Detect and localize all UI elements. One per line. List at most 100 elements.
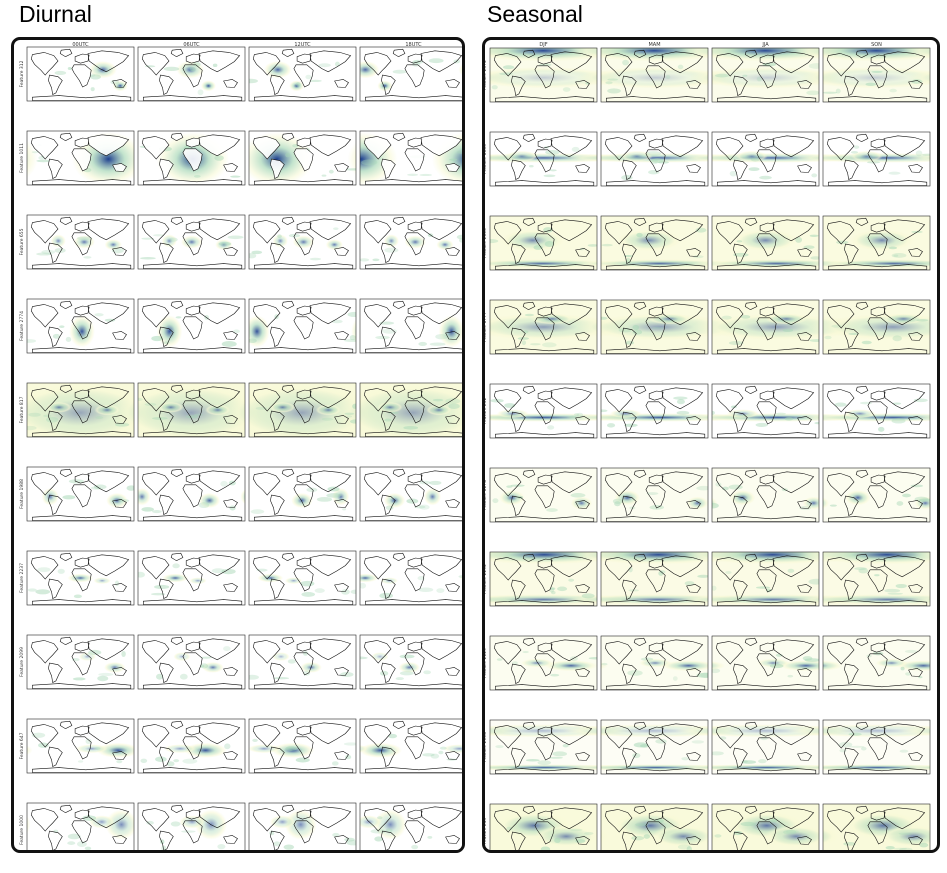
seasonal-map-tile — [712, 804, 819, 850]
seasonal-column-label: MAM — [648, 42, 660, 48]
diurnal-row-label: Feature 2099 — [19, 647, 25, 677]
seasonal-row-label: Feature 1174 — [485, 480, 488, 510]
diurnal-map-tile — [27, 719, 134, 773]
diurnal-map-tile — [249, 215, 356, 269]
diurnal-row-label: Feature 2774 — [19, 311, 25, 341]
seasonal-map-tile — [712, 720, 819, 774]
diurnal-map-tile — [249, 803, 356, 850]
seasonal-map-tile — [712, 216, 819, 270]
seasonal-map-tile — [601, 132, 708, 186]
diurnal-map-tile — [138, 215, 245, 269]
diurnal-column-label: 12UTC — [294, 42, 311, 48]
diurnal-map-tile — [138, 299, 245, 353]
seasonal-map-tile — [601, 468, 708, 522]
diurnal-map-tile — [27, 47, 134, 101]
seasonal-heading: Seasonal — [487, 1, 583, 27]
seasonal-map-tile — [490, 552, 597, 606]
diurnal-map-tile — [249, 47, 356, 101]
diurnal-row-label: Feature 647 — [19, 732, 25, 759]
seasonal-row-label: Feature 2129 — [485, 648, 488, 678]
seasonal-map-tile — [490, 468, 597, 522]
seasonal-row-label: Feature 249 — [485, 817, 488, 844]
seasonal-map-tile — [601, 48, 708, 102]
diurnal-map-tile — [138, 47, 245, 101]
diurnal-map-tile — [360, 467, 462, 521]
seasonal-map-tile — [823, 804, 930, 850]
seasonal-map-tile — [490, 384, 597, 438]
diurnal-map-tile — [138, 803, 245, 850]
seasonal-map-tile — [601, 216, 708, 270]
seasonal-map-tile — [601, 804, 708, 850]
seasonal-column-label: JJA — [761, 42, 769, 48]
seasonal-map-grid: DJF MAM JJA SON Feature 2372 Feature 1653 Feat… — [485, 42, 931, 850]
diurnal-map-tile — [360, 299, 462, 353]
seasonal-map-tile — [601, 384, 708, 438]
seasonal-row-label: Feature 2600 — [485, 228, 488, 258]
seasonal-map-tile — [712, 48, 819, 102]
diurnal-map-tile — [27, 551, 134, 605]
diurnal-column-label: 06UTC — [183, 42, 200, 48]
seasonal-map-tile — [823, 468, 930, 522]
diurnal-map-tile — [27, 383, 134, 437]
seasonal-map-tile — [490, 48, 597, 102]
diurnal-map-tile — [27, 131, 134, 185]
seasonal-map-tile — [823, 384, 930, 438]
diurnal-map-tile — [27, 299, 134, 353]
diurnal-map-tile — [138, 383, 245, 437]
diurnal-map-tile — [138, 551, 245, 605]
diurnal-panel: 00UTC 06UTC 12UTC 18UTC Feature 312 Feature 1… — [11, 37, 465, 853]
seasonal-map-tile — [601, 636, 708, 690]
seasonal-row-label: Feature 232 — [485, 397, 488, 424]
diurnal-map-tile — [138, 635, 245, 689]
seasonal-row-label: Feature 2372 — [485, 60, 488, 90]
seasonal-map-tile — [601, 300, 708, 354]
diurnal-map-tile — [360, 47, 462, 101]
diurnal-map-tile — [360, 215, 462, 269]
seasonal-row-label: Feature 2004 — [485, 732, 488, 762]
seasonal-map-tile — [712, 384, 819, 438]
diurnal-row-label: Feature 1000 — [19, 815, 25, 845]
seasonal-map-tile — [490, 804, 597, 850]
seasonal-map-tile — [823, 48, 930, 102]
diurnal-map-tile — [27, 635, 134, 689]
diurnal-map-tile — [249, 719, 356, 773]
diurnal-row-label: Feature 655 — [19, 228, 25, 255]
seasonal-map-tile — [712, 552, 819, 606]
diurnal-map-tile — [249, 635, 356, 689]
seasonal-map-tile — [490, 216, 597, 270]
seasonal-row-label: Feature 2292 — [485, 564, 488, 594]
diurnal-column-label: 18UTC — [405, 42, 422, 48]
diurnal-map-tile — [360, 635, 462, 689]
diurnal-map-tile — [138, 467, 245, 521]
diurnal-map-tile — [249, 299, 356, 353]
diurnal-map-tile — [27, 803, 134, 850]
seasonal-map-tile — [490, 132, 597, 186]
diurnal-row-label: Feature 817 — [19, 396, 25, 423]
diurnal-map-tile — [360, 719, 462, 773]
diurnal-map-tile — [360, 803, 462, 850]
diurnal-map-tile — [360, 383, 462, 437]
seasonal-map-tile — [823, 720, 930, 774]
seasonal-map-tile — [823, 216, 930, 270]
seasonal-map-tile — [823, 132, 930, 186]
diurnal-map-grid: 00UTC 06UTC 12UTC 18UTC Feature 312 Feature 1… — [19, 42, 462, 850]
diurnal-map-tile — [249, 131, 356, 185]
diurnal-row-label: Feature 312 — [19, 60, 25, 87]
diurnal-map-tile — [27, 467, 134, 521]
seasonal-map-tile — [712, 468, 819, 522]
seasonal-map-tile — [712, 300, 819, 354]
diurnal-map-tile — [249, 383, 356, 437]
diurnal-column-label: 00UTC — [72, 42, 89, 48]
diurnal-row-label: Feature 1988 — [19, 479, 25, 509]
seasonal-panel: DJF MAM JJA SON Feature 2372 Feature 1653 Feat… — [482, 37, 940, 853]
seasonal-map-tile — [823, 552, 930, 606]
diurnal-map-tile — [138, 719, 245, 773]
seasonal-map-tile — [712, 636, 819, 690]
diurnal-map-tile — [138, 131, 245, 185]
diurnal-map-tile — [249, 467, 356, 521]
seasonal-map-tile — [490, 636, 597, 690]
diurnal-map-tile — [27, 215, 134, 269]
diurnal-heading: Diurnal — [19, 1, 92, 27]
diurnal-map-tile — [249, 551, 356, 605]
seasonal-map-tile — [490, 720, 597, 774]
